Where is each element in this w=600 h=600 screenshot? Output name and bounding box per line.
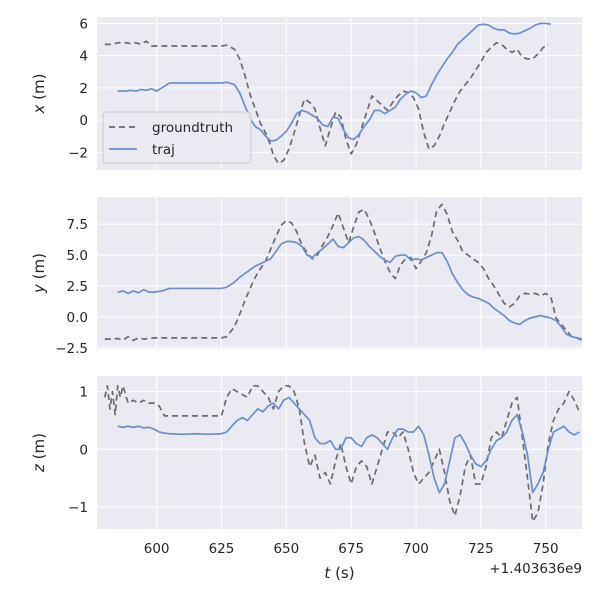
series-line-traj [117, 235, 582, 340]
y-tick-label: 0 [79, 442, 88, 458]
x-tick-label: 700 [403, 541, 429, 557]
x-offset-label: +1.403636e9 [489, 561, 582, 577]
y-tick-label: 2.5 [67, 279, 88, 295]
y-tick-label: −2 [68, 145, 88, 161]
x-tick-label: 675 [338, 541, 364, 557]
y-axis-label: x (m) [30, 74, 48, 115]
legend-box [102, 111, 252, 164]
legend: groundtruth traj [102, 111, 252, 164]
series-line-groundtruth [104, 40, 549, 165]
panel-y: −2.5 0.0 2.5 5.0 7.5 y (m) [30, 197, 582, 357]
x-tick-label: 725 [468, 541, 494, 557]
y-tick-label: 5.0 [67, 248, 88, 264]
x-tick-label: 625 [209, 541, 235, 557]
y-tick-label: 4 [79, 49, 88, 65]
panel-z: −1 0 1 z (m) 600 625 650 675 700 725 750 t (s) +1.40… [30, 376, 582, 582]
y-tick-label: −1 [68, 500, 88, 516]
y-tick-label: 6 [79, 16, 88, 32]
y-tick-label: 1 [79, 385, 88, 401]
x-axis-label: t (s) [324, 564, 354, 582]
panel-background [97, 197, 582, 349]
y-tick-label: 7.5 [67, 217, 88, 233]
y-axis-label: y (m) [30, 253, 48, 294]
series-line-groundtruth [104, 203, 582, 342]
series-line-traj [117, 396, 580, 494]
y-tick-label: 0 [79, 113, 88, 129]
y-tick-label: 0.0 [67, 310, 88, 326]
y-axis-label: z (m) [30, 433, 48, 473]
series-line-traj [117, 22, 552, 142]
panel-x: −2 0 2 4 6 x (m) groundtruth traj [30, 16, 582, 170]
x-tick-label: 650 [273, 541, 299, 557]
x-tick-label: 600 [144, 541, 170, 557]
legend-label-traj: traj [152, 142, 175, 158]
legend-label-groundtruth: groundtruth [152, 120, 233, 136]
y-tick-label: 2 [79, 81, 88, 97]
y-tick-label: −2.5 [55, 341, 88, 357]
panel-background [97, 376, 582, 529]
series-line-groundtruth [103, 384, 581, 523]
x-tick-label: 750 [533, 541, 559, 557]
